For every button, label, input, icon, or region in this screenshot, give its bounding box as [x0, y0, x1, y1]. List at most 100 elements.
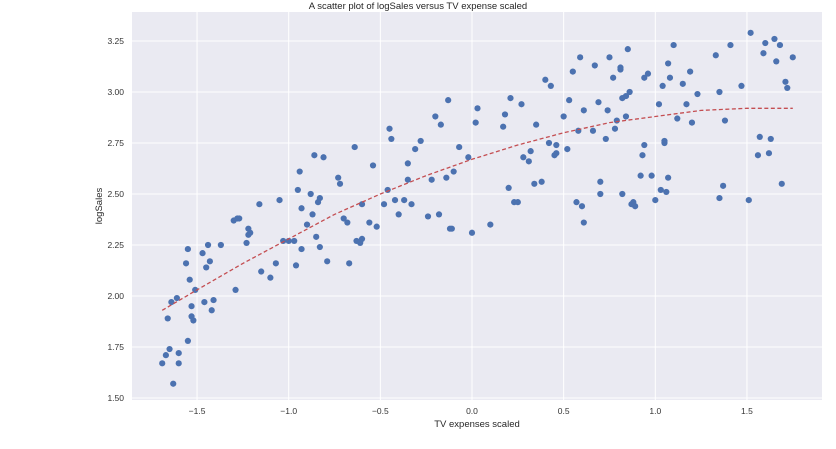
- y-tick-label: 1.50: [107, 393, 124, 403]
- data-point: [292, 262, 300, 269]
- data-point: [683, 101, 690, 108]
- data-point: [320, 154, 327, 161]
- data-point: [648, 172, 655, 179]
- data-point: [401, 197, 408, 204]
- data-point: [663, 188, 670, 196]
- x-tick-label: −1.0: [280, 406, 297, 416]
- data-point: [712, 52, 719, 59]
- data-point: [674, 115, 681, 122]
- y-tick-label: 2.25: [107, 240, 124, 250]
- data-point: [611, 125, 619, 132]
- data-point: [602, 135, 609, 143]
- data-point: [573, 199, 580, 206]
- data-point: [738, 82, 745, 89]
- data-point: [437, 121, 444, 128]
- data-point: [771, 35, 778, 43]
- data-point: [298, 245, 305, 253]
- data-point: [547, 82, 554, 89]
- data-point: [186, 276, 193, 283]
- y-tick-label: 3.00: [107, 87, 124, 97]
- data-point: [617, 66, 624, 73]
- y-tick-label: 1.75: [107, 342, 124, 352]
- data-point: [395, 211, 402, 218]
- data-point: [580, 107, 587, 114]
- data-point: [468, 229, 476, 236]
- data-point: [606, 54, 613, 61]
- data-point: [610, 74, 617, 81]
- data-point: [756, 133, 763, 140]
- data-point: [597, 190, 604, 198]
- data-point: [166, 345, 173, 353]
- data-point: [745, 197, 752, 204]
- data-point: [542, 76, 549, 83]
- data-point: [404, 160, 411, 167]
- data-point: [448, 225, 455, 232]
- data-point: [369, 162, 377, 169]
- data-point: [619, 190, 626, 198]
- data-point: [276, 197, 283, 204]
- x-axis-label: TV expenses scaled: [434, 419, 520, 430]
- data-point: [644, 70, 652, 77]
- data-point: [566, 97, 573, 104]
- data-point: [201, 299, 208, 306]
- data-point: [162, 352, 169, 359]
- data-point: [267, 274, 274, 281]
- data-point: [294, 186, 301, 194]
- data-point: [520, 154, 527, 161]
- data-point: [164, 315, 171, 322]
- data-point: [388, 135, 395, 143]
- data-point: [652, 197, 659, 204]
- data-point: [182, 260, 190, 267]
- y-axis-label: logSales: [94, 188, 105, 225]
- data-point: [560, 113, 567, 120]
- data-point: [655, 101, 663, 108]
- data-point: [417, 137, 424, 145]
- data-point: [424, 213, 432, 220]
- data-point: [659, 82, 666, 89]
- data-point: [190, 317, 197, 324]
- data-point: [762, 39, 769, 47]
- chart-title: A scatter plot of logSales versus TV exp…: [308, 1, 528, 12]
- data-point: [380, 201, 388, 208]
- data-point: [500, 123, 507, 130]
- data-point: [622, 113, 630, 120]
- data-point: [175, 360, 182, 367]
- data-point: [445, 97, 452, 104]
- data-point: [428, 176, 435, 183]
- data-point: [641, 74, 648, 81]
- data-point: [727, 41, 734, 49]
- data-point: [386, 125, 393, 132]
- x-tick-label: 0.0: [466, 406, 478, 416]
- data-point: [247, 229, 254, 236]
- data-point: [435, 211, 443, 218]
- data-point: [210, 296, 217, 304]
- data-point: [604, 107, 611, 114]
- data-point: [527, 148, 534, 155]
- data-point: [324, 258, 331, 265]
- data-point: [303, 221, 311, 228]
- data-point: [533, 121, 540, 128]
- data-point: [232, 286, 239, 293]
- data-point: [344, 219, 351, 226]
- data-point: [366, 219, 373, 226]
- data-point: [778, 180, 785, 187]
- data-point: [773, 58, 780, 65]
- data-point: [316, 243, 323, 251]
- data-point: [208, 307, 215, 314]
- data-point: [577, 54, 584, 61]
- data-point: [553, 150, 560, 157]
- x-tick-label: −0.5: [372, 406, 389, 416]
- data-point: [432, 113, 439, 120]
- data-point: [569, 68, 576, 75]
- data-point: [687, 68, 694, 75]
- data-point: [404, 176, 411, 183]
- data-point: [159, 360, 166, 367]
- data-point: [358, 235, 366, 242]
- data-point: [665, 174, 672, 181]
- data-point: [622, 92, 630, 100]
- data-point: [507, 95, 514, 102]
- data-point: [316, 194, 323, 202]
- data-point: [296, 168, 303, 175]
- data-point: [597, 178, 604, 185]
- data-point: [192, 286, 199, 293]
